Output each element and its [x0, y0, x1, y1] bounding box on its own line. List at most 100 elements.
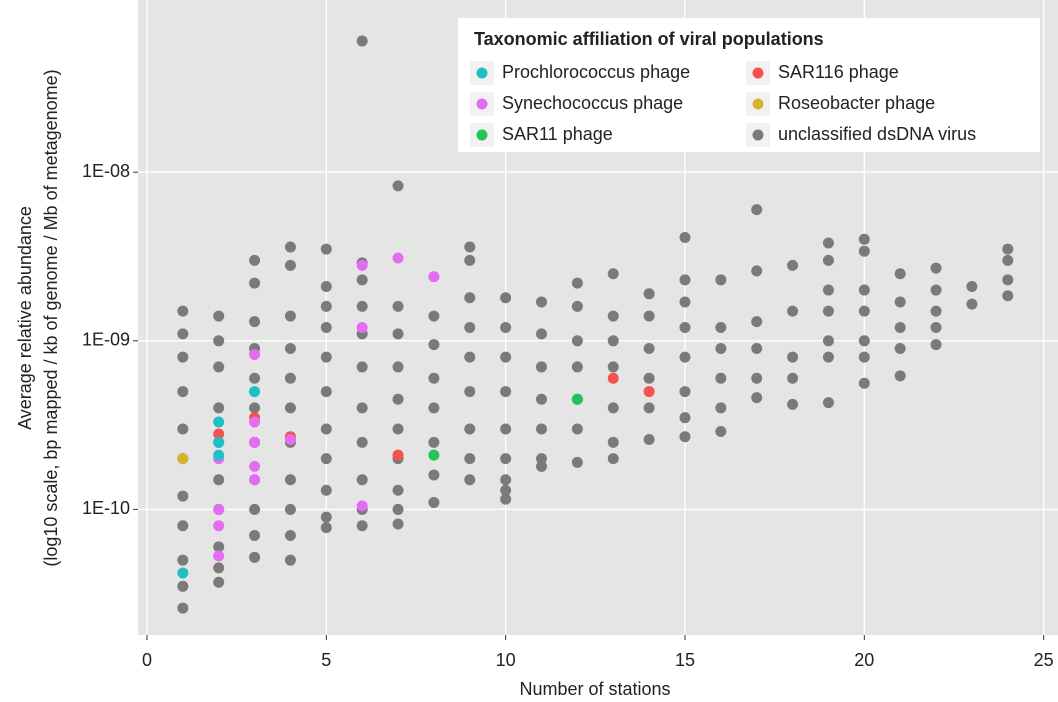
point	[1002, 274, 1014, 286]
point	[177, 328, 189, 340]
point	[428, 310, 440, 322]
point	[679, 431, 691, 443]
point	[571, 456, 583, 468]
legend-marker	[476, 67, 488, 79]
point	[894, 296, 906, 308]
point	[428, 436, 440, 448]
legend: Taxonomic affiliation of viral populatio…	[458, 18, 1040, 152]
point	[1002, 290, 1014, 302]
point	[858, 351, 870, 363]
point	[213, 503, 225, 515]
point	[500, 292, 512, 304]
point	[177, 520, 189, 532]
point	[715, 372, 727, 384]
point	[607, 335, 619, 347]
point	[787, 372, 799, 384]
point	[1002, 254, 1014, 266]
point	[607, 268, 619, 280]
point	[392, 252, 404, 264]
legend-label: Prochlorococcus phage	[502, 62, 690, 82]
point	[392, 300, 404, 312]
legend-label: Synechococcus phage	[502, 93, 683, 113]
point	[177, 453, 189, 465]
point	[715, 343, 727, 355]
point	[787, 398, 799, 410]
point	[392, 518, 404, 530]
point	[213, 576, 225, 588]
point	[822, 254, 834, 266]
point	[428, 271, 440, 283]
y-axis-label: Average relative abundance	[15, 206, 35, 430]
point	[177, 580, 189, 592]
point	[356, 300, 368, 312]
point	[213, 335, 225, 347]
point	[607, 310, 619, 322]
point	[249, 551, 261, 563]
point	[213, 402, 225, 414]
point	[930, 321, 942, 333]
point	[643, 310, 655, 322]
point	[177, 305, 189, 317]
point	[536, 423, 548, 435]
y-axis-label: (log10 scale, bp mapped / kb of genome /…	[41, 69, 61, 566]
point	[428, 449, 440, 461]
point	[284, 474, 296, 486]
point	[571, 361, 583, 373]
legend-marker	[752, 98, 764, 110]
point	[213, 541, 225, 553]
point	[356, 436, 368, 448]
legend-label: SAR116 phage	[778, 62, 899, 82]
point	[571, 423, 583, 435]
point	[787, 305, 799, 317]
point	[428, 402, 440, 414]
point	[894, 343, 906, 355]
legend-label: SAR11 phage	[502, 124, 613, 144]
point	[500, 351, 512, 363]
point	[751, 265, 763, 277]
point	[894, 268, 906, 280]
point	[500, 423, 512, 435]
point	[356, 402, 368, 414]
point	[607, 361, 619, 373]
point	[284, 310, 296, 322]
point	[571, 335, 583, 347]
point	[464, 386, 476, 398]
point	[249, 474, 261, 486]
point	[249, 402, 261, 414]
x-tick-label: 25	[1034, 650, 1054, 670]
point	[787, 351, 799, 363]
point	[751, 372, 763, 384]
point	[607, 372, 619, 384]
point	[930, 262, 942, 274]
y-tick-label: 1E-09	[82, 330, 130, 350]
point	[536, 460, 548, 472]
point	[249, 386, 261, 398]
point	[822, 351, 834, 363]
point	[787, 259, 799, 271]
point	[320, 453, 332, 465]
point	[751, 316, 763, 328]
point	[284, 503, 296, 515]
point	[428, 496, 440, 508]
point	[679, 231, 691, 243]
point	[249, 372, 261, 384]
point	[822, 284, 834, 296]
point	[643, 288, 655, 300]
point	[213, 520, 225, 532]
point	[858, 335, 870, 347]
point	[213, 449, 225, 461]
x-tick-label: 0	[142, 650, 152, 670]
point	[715, 425, 727, 437]
point	[536, 453, 548, 465]
point	[464, 453, 476, 465]
point	[679, 274, 691, 286]
point	[356, 259, 368, 271]
point	[428, 469, 440, 481]
point	[356, 474, 368, 486]
x-tick-label: 20	[854, 650, 874, 670]
point	[356, 274, 368, 286]
point	[966, 280, 978, 292]
point	[679, 321, 691, 333]
point	[177, 567, 189, 579]
point	[284, 259, 296, 271]
